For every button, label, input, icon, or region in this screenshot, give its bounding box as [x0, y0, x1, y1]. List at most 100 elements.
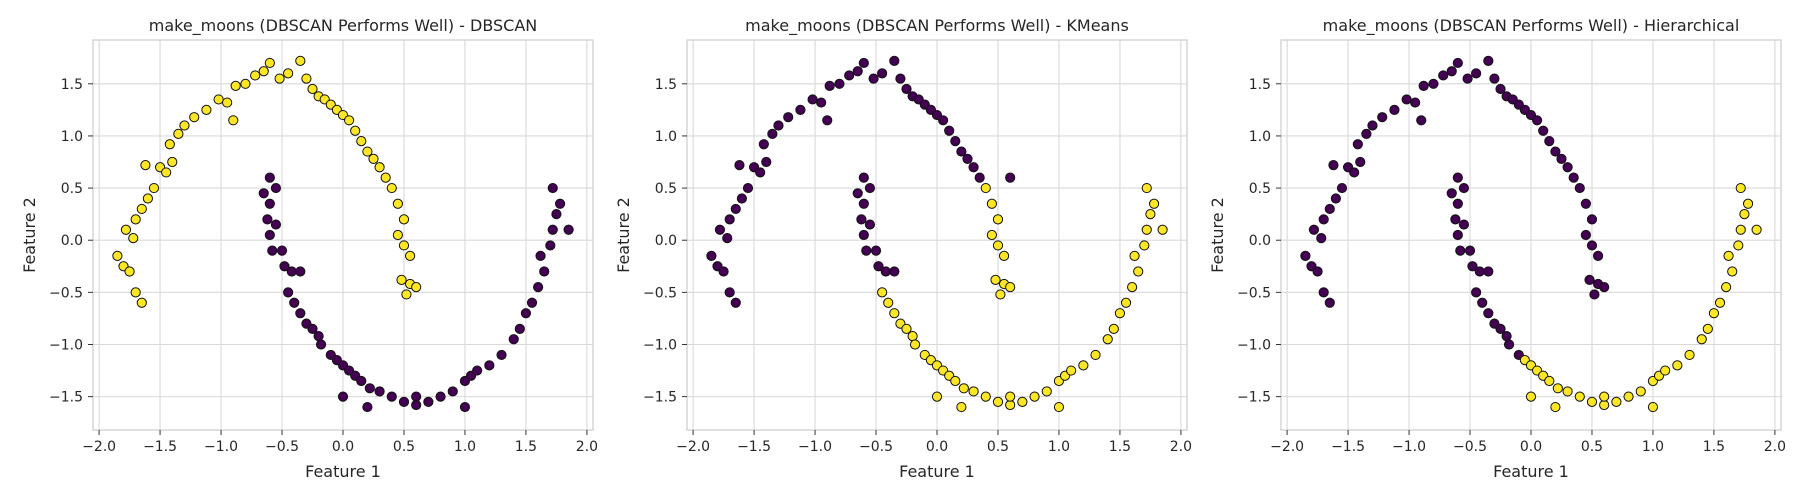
data-point — [992, 240, 1004, 251]
data-point — [880, 266, 891, 277]
data-point — [1005, 399, 1016, 411]
x-tick-label: 0.5 — [987, 439, 1009, 455]
x-tick-label: −1.0 — [1392, 439, 1426, 455]
data-point — [201, 104, 212, 115]
data-point — [1751, 224, 1762, 235]
data-point — [1599, 282, 1610, 293]
data-point — [1495, 83, 1506, 95]
x-tick-label: −1.5 — [1331, 439, 1365, 455]
x-tick-label: −0.5 — [859, 439, 893, 455]
data-point — [807, 94, 818, 105]
data-point — [907, 331, 918, 342]
data-point — [901, 323, 912, 334]
data-point — [773, 120, 784, 131]
x-axis-label: Feature 1 — [305, 462, 381, 481]
data-point — [1568, 172, 1579, 183]
y-tick-label: −0.5 — [643, 285, 677, 301]
y-tick-label: −1.5 — [643, 390, 677, 406]
data-point — [718, 266, 729, 277]
data-point — [895, 73, 906, 84]
data-point — [1503, 339, 1515, 350]
data-point — [258, 188, 269, 199]
data-point — [822, 115, 833, 126]
data-point — [1127, 282, 1138, 293]
data-point — [873, 261, 884, 272]
data-point — [901, 83, 912, 95]
data-point — [1684, 349, 1695, 361]
data-point — [148, 182, 160, 194]
data-point — [222, 97, 233, 108]
data-point — [980, 391, 991, 402]
data-point — [1501, 331, 1512, 342]
data-point — [1660, 365, 1671, 376]
data-point — [722, 233, 733, 244]
data-point — [124, 266, 135, 277]
data-point — [1721, 282, 1732, 293]
chart-title: make_moons (DBSCAN Performs Well) - Hier… — [1323, 16, 1740, 36]
data-point — [270, 219, 282, 230]
data-point — [1053, 401, 1065, 413]
data-point — [301, 73, 312, 84]
y-tick-label: 1.0 — [61, 129, 83, 145]
data-point — [755, 167, 766, 178]
data-point — [1141, 182, 1152, 194]
data-point — [1525, 391, 1537, 402]
data-point — [730, 297, 741, 308]
data-point — [1464, 245, 1476, 256]
data-point — [411, 282, 422, 293]
data-point — [980, 182, 991, 194]
series-1 — [112, 55, 422, 308]
data-point — [968, 386, 979, 397]
series-2 — [1519, 182, 1762, 413]
y-tick-label: 1.0 — [655, 129, 677, 145]
data-point — [286, 266, 297, 277]
data-point — [435, 391, 446, 402]
data-point — [1452, 57, 1463, 69]
data-point — [1102, 334, 1113, 345]
data-point — [142, 193, 153, 204]
data-point — [950, 375, 961, 387]
data-point — [189, 112, 200, 123]
y-tick-label: 1.5 — [61, 77, 83, 93]
y-axis-label: Feature 2 — [20, 197, 39, 273]
data-point — [956, 146, 967, 157]
data-point — [1312, 266, 1323, 277]
data-point — [1145, 209, 1156, 220]
data-point — [1017, 396, 1028, 407]
chart-title: make_moons (DBSCAN Performs Well) - DBSC… — [149, 16, 538, 36]
data-point — [547, 224, 558, 235]
data-point — [1133, 266, 1144, 277]
data-point — [706, 250, 717, 261]
x-tick-label: 1.0 — [454, 439, 476, 455]
data-point — [120, 224, 132, 235]
x-tick-label: −1.5 — [737, 439, 771, 455]
data-point — [547, 182, 558, 194]
data-point — [364, 383, 375, 394]
data-point — [496, 349, 507, 361]
data-point — [1489, 73, 1500, 84]
data-point — [130, 214, 141, 225]
data-point — [396, 274, 407, 285]
data-point — [130, 287, 141, 298]
data-point — [986, 198, 997, 209]
data-point — [992, 396, 1004, 407]
data-point — [824, 80, 835, 91]
x-tick-label: 0.5 — [1581, 439, 1603, 455]
y-tick-label: −1.5 — [1237, 390, 1271, 406]
data-point — [1735, 224, 1746, 235]
data-point — [877, 287, 888, 298]
data-point — [520, 308, 532, 319]
data-point — [1580, 198, 1591, 209]
data-point — [250, 70, 261, 81]
data-point — [472, 365, 483, 376]
data-point — [742, 182, 754, 194]
data-point — [1452, 172, 1463, 183]
data-point — [858, 57, 869, 69]
data-point — [761, 156, 772, 168]
data-point — [958, 383, 969, 394]
x-tick-label: −1.0 — [798, 439, 832, 455]
data-point — [337, 391, 349, 402]
y-tick-label: 0.0 — [61, 233, 83, 249]
data-point — [508, 334, 519, 345]
